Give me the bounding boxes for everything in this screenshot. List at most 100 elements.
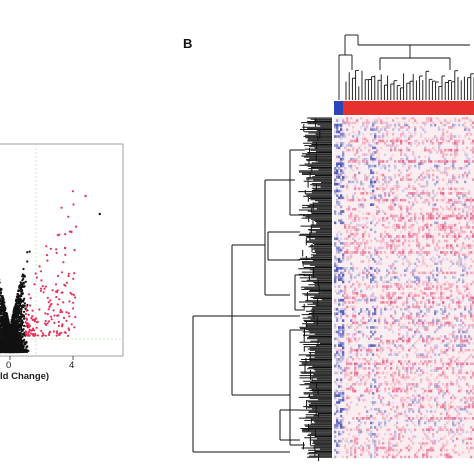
heatmap-cell bbox=[372, 189, 375, 193]
heatmap-cell bbox=[352, 135, 355, 138]
heatmap-cell bbox=[348, 160, 351, 163]
heatmap-cell bbox=[466, 287, 469, 291]
heatmap-cell bbox=[368, 314, 371, 318]
heatmap-cell bbox=[442, 317, 445, 320]
heatmap-cell bbox=[350, 198, 353, 202]
heatmap-cell bbox=[346, 182, 349, 186]
heatmap-cell bbox=[390, 148, 393, 152]
heatmap-cell bbox=[444, 317, 447, 320]
heatmap-cell bbox=[440, 148, 443, 152]
heatmap-cell bbox=[434, 203, 437, 206]
heatmap-cell bbox=[358, 312, 361, 316]
heatmap-cell bbox=[364, 153, 367, 156]
heatmap-cell bbox=[440, 121, 443, 125]
heatmap-cell bbox=[354, 239, 357, 243]
heatmap-cell bbox=[368, 232, 371, 236]
heatmap-cell bbox=[436, 253, 439, 256]
heatmap-cell bbox=[424, 305, 427, 309]
heatmap-cell bbox=[342, 303, 345, 306]
heatmap-cell bbox=[428, 323, 431, 327]
heatmap-cell bbox=[464, 314, 467, 318]
heatmap-cell bbox=[342, 210, 345, 213]
heatmap-cell bbox=[424, 176, 427, 179]
heatmap-cell bbox=[396, 305, 399, 309]
heatmap-cell bbox=[442, 198, 445, 202]
heatmap-cell bbox=[372, 292, 375, 295]
heatmap-cell bbox=[460, 273, 463, 277]
heatmap-cell bbox=[430, 235, 433, 238]
heatmap-cell bbox=[390, 282, 393, 286]
heatmap-cell bbox=[456, 303, 459, 306]
heatmap-cell bbox=[444, 307, 447, 311]
heatmap-cell bbox=[352, 301, 355, 304]
heatmap-cell bbox=[380, 119, 383, 122]
heatmap-cell bbox=[352, 180, 355, 184]
heatmap-cell bbox=[468, 244, 471, 247]
heatmap-cell bbox=[416, 294, 419, 297]
heatmap-cell bbox=[382, 217, 385, 220]
heatmap-cell bbox=[418, 246, 421, 250]
heatmap-cell bbox=[402, 287, 405, 291]
heatmap-cell bbox=[426, 253, 429, 256]
heatmap-cell bbox=[344, 173, 347, 177]
heatmap-cell bbox=[336, 119, 339, 122]
heatmap-cell bbox=[410, 326, 413, 329]
heatmap-cell bbox=[462, 142, 465, 145]
heatmap-cell bbox=[444, 276, 447, 279]
heatmap-cell bbox=[382, 198, 385, 202]
heatmap-cell bbox=[334, 221, 337, 225]
heatmap-cell bbox=[390, 267, 393, 270]
heatmap-cell bbox=[468, 298, 471, 302]
heatmap-cell bbox=[434, 262, 437, 266]
heatmap-cell bbox=[420, 321, 423, 325]
heatmap-cell bbox=[340, 237, 343, 241]
heatmap-cell bbox=[388, 294, 391, 297]
heatmap-cell bbox=[406, 298, 409, 302]
heatmap-cell bbox=[350, 226, 353, 229]
heatmap-cell bbox=[336, 269, 339, 272]
heatmap-cell bbox=[338, 160, 341, 163]
heatmap-cell bbox=[350, 164, 353, 168]
heatmap-cell bbox=[392, 269, 395, 272]
heatmap-cell bbox=[442, 171, 445, 175]
heatmap-cell bbox=[444, 167, 447, 170]
heatmap-cell bbox=[356, 196, 359, 200]
heatmap-cell bbox=[466, 173, 469, 177]
heatmap-cell bbox=[396, 117, 399, 120]
heatmap-cell bbox=[356, 326, 359, 329]
heatmap-cell bbox=[442, 135, 445, 138]
heatmap-cell bbox=[370, 298, 373, 302]
heatmap-cell bbox=[392, 132, 395, 136]
heatmap-cell bbox=[360, 198, 363, 202]
heatmap-cell bbox=[442, 235, 445, 238]
heatmap-cell bbox=[362, 296, 365, 300]
heatmap-cell bbox=[452, 298, 455, 302]
heatmap-cell bbox=[442, 123, 445, 127]
heatmap-cell bbox=[378, 246, 381, 250]
heatmap-cell bbox=[428, 321, 431, 325]
heatmap-cell bbox=[338, 130, 341, 134]
heatmap-cell bbox=[414, 214, 417, 218]
heatmap-cell bbox=[416, 244, 419, 247]
heatmap-cell bbox=[352, 130, 355, 134]
heatmap-cell bbox=[444, 321, 447, 325]
heatmap-cell bbox=[374, 164, 377, 168]
heatmap-cell bbox=[422, 189, 425, 193]
heatmap-cell bbox=[386, 287, 389, 291]
heatmap-cell bbox=[442, 130, 445, 134]
heatmap-cell bbox=[354, 178, 357, 181]
heatmap-cell bbox=[452, 201, 455, 204]
heatmap-cell bbox=[404, 326, 407, 329]
heatmap-cell bbox=[336, 194, 339, 197]
heatmap-cell bbox=[364, 267, 367, 270]
heatmap-cell bbox=[346, 128, 349, 131]
heatmap-cell bbox=[422, 226, 425, 229]
heatmap-cell bbox=[420, 160, 423, 163]
heatmap-cell bbox=[416, 251, 419, 254]
heatmap-cell bbox=[386, 182, 389, 186]
heatmap-cell bbox=[462, 273, 465, 277]
heatmap-cell bbox=[394, 160, 397, 163]
heatmap-cell bbox=[366, 312, 369, 316]
heatmap-cell bbox=[396, 298, 399, 302]
heatmap-cell bbox=[364, 126, 367, 129]
